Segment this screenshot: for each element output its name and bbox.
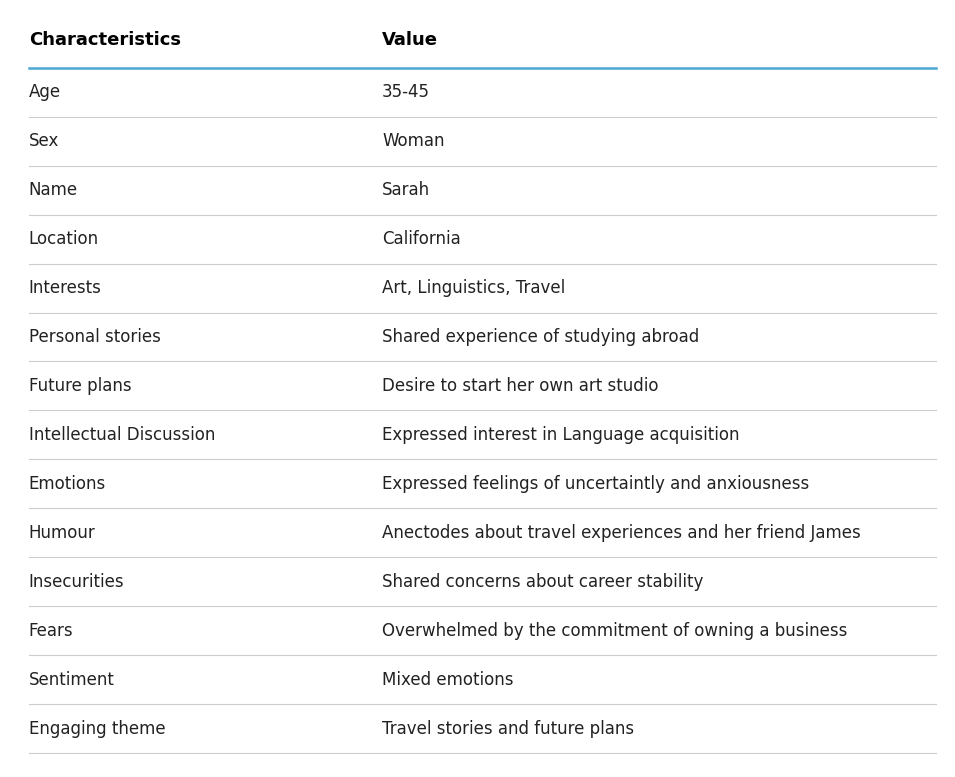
Text: Shared experience of studying abroad: Shared experience of studying abroad	[382, 328, 699, 346]
Text: California: California	[382, 230, 460, 248]
Text: Sentiment: Sentiment	[29, 671, 115, 688]
Text: Shared concerns about career stability: Shared concerns about career stability	[382, 573, 704, 591]
Text: Engaging theme: Engaging theme	[29, 720, 165, 737]
Text: Overwhelmed by the commitment of owning a business: Overwhelmed by the commitment of owning …	[382, 622, 847, 639]
Text: Characteristics: Characteristics	[29, 31, 180, 49]
Text: Location: Location	[29, 230, 98, 248]
Text: Sarah: Sarah	[382, 181, 430, 199]
Text: Expressed interest in Language acquisition: Expressed interest in Language acquisiti…	[382, 426, 739, 444]
Text: Woman: Woman	[382, 132, 444, 150]
Text: Age: Age	[29, 83, 61, 101]
Text: Future plans: Future plans	[29, 377, 131, 395]
Text: Emotions: Emotions	[29, 475, 106, 493]
Text: Humour: Humour	[29, 524, 96, 542]
Text: Name: Name	[29, 181, 77, 199]
Text: Anectodes about travel experiences and her friend James: Anectodes about travel experiences and h…	[382, 524, 860, 542]
Text: Fears: Fears	[29, 622, 74, 639]
Text: Art, Linguistics, Travel: Art, Linguistics, Travel	[382, 279, 565, 297]
Text: 35-45: 35-45	[382, 83, 430, 101]
Text: Value: Value	[382, 31, 438, 49]
Text: Insecurities: Insecurities	[29, 573, 124, 591]
Text: Expressed feelings of uncertaintly and anxiousness: Expressed feelings of uncertaintly and a…	[382, 475, 809, 493]
Text: Travel stories and future plans: Travel stories and future plans	[382, 720, 634, 737]
Text: Interests: Interests	[29, 279, 101, 297]
Text: Intellectual Discussion: Intellectual Discussion	[29, 426, 215, 444]
Text: Desire to start her own art studio: Desire to start her own art studio	[382, 377, 659, 395]
Text: Sex: Sex	[29, 132, 59, 150]
Text: Mixed emotions: Mixed emotions	[382, 671, 514, 688]
Text: Personal stories: Personal stories	[29, 328, 160, 346]
